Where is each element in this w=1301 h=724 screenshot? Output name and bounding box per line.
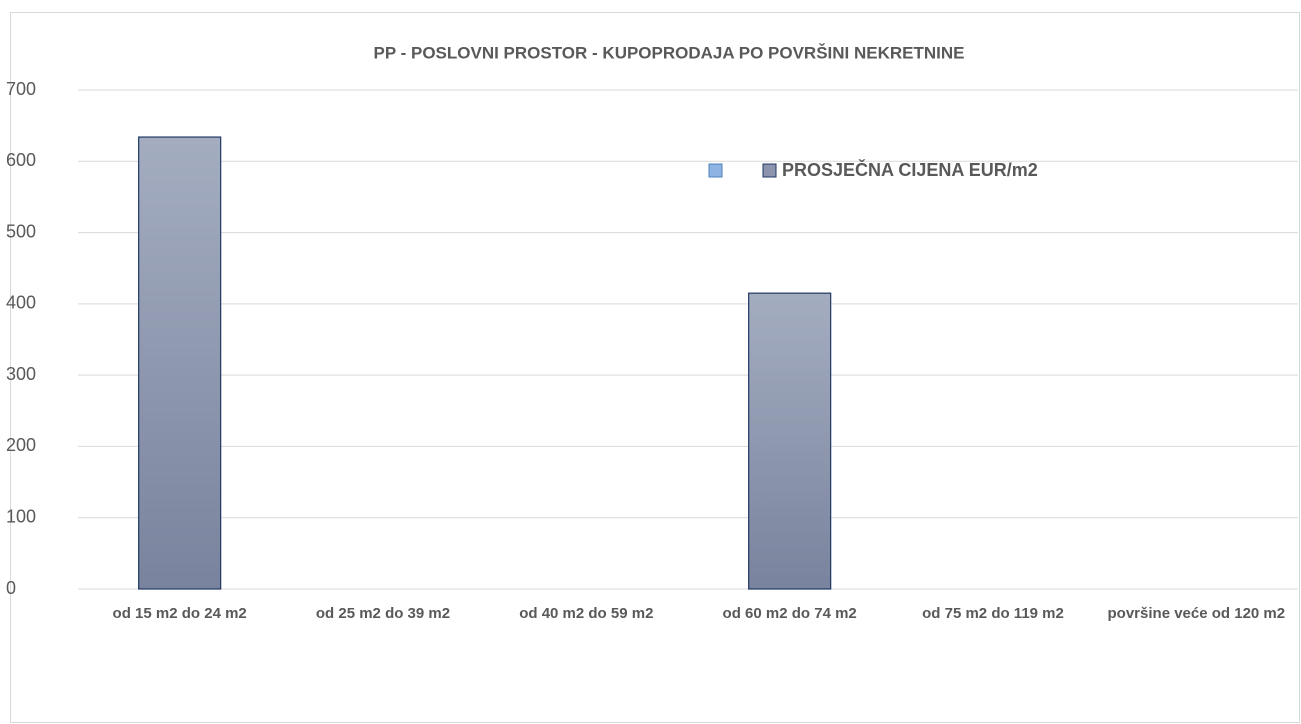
x-tick-label: od 15 m2 do 24 m2 bbox=[112, 605, 247, 622]
y-tick-label: 200 bbox=[6, 435, 36, 455]
legend-label: PROSJEČNA CIJENA EUR/m2 bbox=[782, 159, 1038, 180]
bar bbox=[748, 292, 832, 590]
bar bbox=[138, 136, 222, 590]
y-tick-label: 700 bbox=[6, 79, 36, 99]
x-tick-label: od 75 m2 do 119 m2 bbox=[922, 605, 1064, 622]
chart-border bbox=[10, 12, 1300, 723]
x-tick-label: od 40 m2 do 59 m2 bbox=[519, 605, 654, 622]
legend-swatch bbox=[762, 163, 777, 178]
chart-title: PP - POSLOVNI PROSTOR - KUPOPRODAJA PO P… bbox=[374, 43, 965, 62]
legend-swatch-decoration bbox=[708, 163, 723, 178]
y-tick-label: 600 bbox=[6, 150, 36, 170]
y-tick-label: 0 bbox=[6, 578, 16, 598]
y-tick-label: 500 bbox=[6, 221, 36, 241]
x-tick-label: od 60 m2 do 74 m2 bbox=[722, 605, 857, 622]
y-tick-label: 100 bbox=[6, 506, 36, 526]
x-tick-label: od 25 m2 do 39 m2 bbox=[315, 605, 451, 622]
y-tick-label: 300 bbox=[6, 364, 36, 384]
x-tick-label: površine veće od 120 m2 bbox=[1107, 605, 1286, 622]
y-tick-label: 400 bbox=[6, 293, 36, 313]
